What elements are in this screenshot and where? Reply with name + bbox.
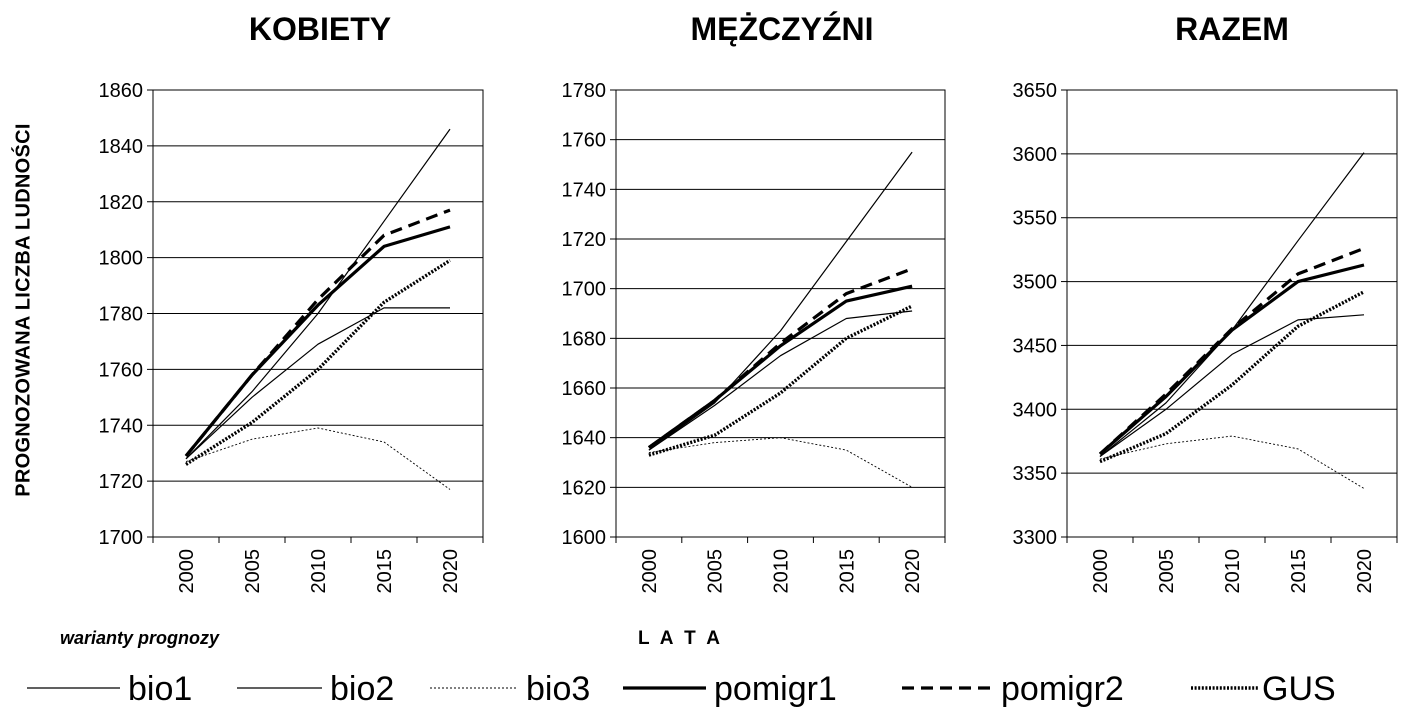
y-tick-label: 1680 xyxy=(562,328,607,350)
y-tick-label: 3450 xyxy=(1013,335,1058,357)
y-tick-label: 1620 xyxy=(562,477,607,499)
series-line-bio2 xyxy=(185,307,450,460)
y-tick-label: 1820 xyxy=(99,192,144,214)
legend-label-bio3: bio3 xyxy=(526,670,590,708)
legend-label-bio1: bio1 xyxy=(128,670,192,708)
x-tick-label: 2010 xyxy=(771,549,793,594)
y-tick-label: 1700 xyxy=(562,279,607,301)
series-line-pomigr1 xyxy=(1098,263,1365,456)
x-tick-label: 2015 xyxy=(374,549,396,594)
series-line-bio3 xyxy=(185,427,451,490)
series-line-GUS xyxy=(185,258,451,466)
legend-label-pomigr1: pomigr1 xyxy=(714,670,837,708)
series-line-bio3 xyxy=(648,437,913,488)
series-line-bio2 xyxy=(648,310,913,451)
series-line-bio1 xyxy=(1099,152,1365,457)
y-tick-label: 3500 xyxy=(1013,272,1058,294)
y-tick-label: 1720 xyxy=(99,471,144,493)
x-axis-label: L A T A xyxy=(637,628,723,649)
series-line-bio3 xyxy=(1099,435,1365,489)
y-tick-label: 1740 xyxy=(99,415,144,437)
plot-frame xyxy=(615,89,946,538)
legend-label-bio2: bio2 xyxy=(330,670,394,708)
x-tick-label: 2005 xyxy=(242,549,264,594)
x-tick-label: 2020 xyxy=(902,549,924,594)
chart-title: RAZEM xyxy=(1175,11,1289,47)
y-axis-label-wrap: PROGNOZOWANA LICZBA LUDNOŚCI xyxy=(8,60,40,560)
y-tick-label: 3300 xyxy=(1013,527,1058,549)
y-tick-label: 3350 xyxy=(1013,463,1058,485)
legend-label-pomigr2: pomigr2 xyxy=(1001,670,1124,708)
x-tick-label: 2000 xyxy=(1090,549,1112,594)
legend-label-GUS: GUS xyxy=(1262,670,1336,708)
series-line-pomigr1 xyxy=(184,225,451,458)
y-tick-label: 1800 xyxy=(99,248,144,270)
y-axis-label: PROGNOZOWANA LICZBA LUDNOŚCI xyxy=(12,123,35,497)
series-line-bio2 xyxy=(1099,314,1365,457)
y-tick-label: 1720 xyxy=(562,229,607,251)
chart-title: MĘŻCZYŹNI xyxy=(690,11,873,47)
x-tick-label: 2000 xyxy=(639,549,661,594)
y-tick-label: 1760 xyxy=(99,359,144,381)
y-tick-label: 1600 xyxy=(562,527,607,549)
y-tick-label: 1780 xyxy=(562,80,607,102)
chart-panel-1: KOBIETY 1700 1720 1740 1760 1780 1800 1820 1840 1… xyxy=(99,11,484,594)
x-tick-label: 2010 xyxy=(1222,549,1244,594)
x-tick-label: 2000 xyxy=(176,549,198,594)
legend-title: warianty prognozy xyxy=(60,628,220,648)
series-line-pomigr1 xyxy=(647,284,913,449)
x-tick-label: 2015 xyxy=(1288,549,1310,594)
series-line-bio1 xyxy=(648,151,913,451)
y-tick-label: 1740 xyxy=(562,179,607,201)
y-tick-label: 3650 xyxy=(1013,80,1058,102)
series-line-pomigr2 xyxy=(1098,246,1365,456)
chart-title: KOBIETY xyxy=(249,11,391,47)
y-tick-label: 1700 xyxy=(99,527,144,549)
series-line-GUS xyxy=(1099,290,1365,464)
x-tick-label: 2010 xyxy=(308,549,330,594)
y-tick-label: 1780 xyxy=(99,304,144,326)
y-tick-label: 3550 xyxy=(1013,208,1058,230)
y-tick-label: 3600 xyxy=(1013,144,1058,166)
y-tick-label: 1660 xyxy=(562,378,607,400)
x-tick-label: 2015 xyxy=(836,549,858,594)
y-tick-label: 1640 xyxy=(562,428,607,450)
y-tick-label: 1860 xyxy=(99,80,144,102)
x-tick-label: 2020 xyxy=(1354,549,1376,594)
series-line-bio1 xyxy=(185,128,451,460)
plot-frame xyxy=(152,89,484,538)
x-tick-label: 2005 xyxy=(1156,549,1178,594)
chart-panel-2: MĘŻCZYŹNI 1600 1620 1640 1660 1680 1700 1720 174… xyxy=(562,11,946,594)
plot-frame xyxy=(1066,89,1398,538)
y-tick-label: 1760 xyxy=(562,130,607,152)
y-tick-label: 3400 xyxy=(1013,399,1058,421)
x-tick-label: 2005 xyxy=(705,549,727,594)
legend: bio1 bio2 bio3 pomigr1 pomigr2 GUS xyxy=(27,670,1336,708)
chart-panel-3: RAZEM 3300 3350 3400 3450 3500 3550 3600 3650 200… xyxy=(1013,11,1398,594)
y-tick-label: 1840 xyxy=(99,136,144,158)
series-line-pomigr2 xyxy=(647,267,913,449)
x-tick-label: 2020 xyxy=(440,549,462,594)
series-line-GUS xyxy=(648,304,913,457)
